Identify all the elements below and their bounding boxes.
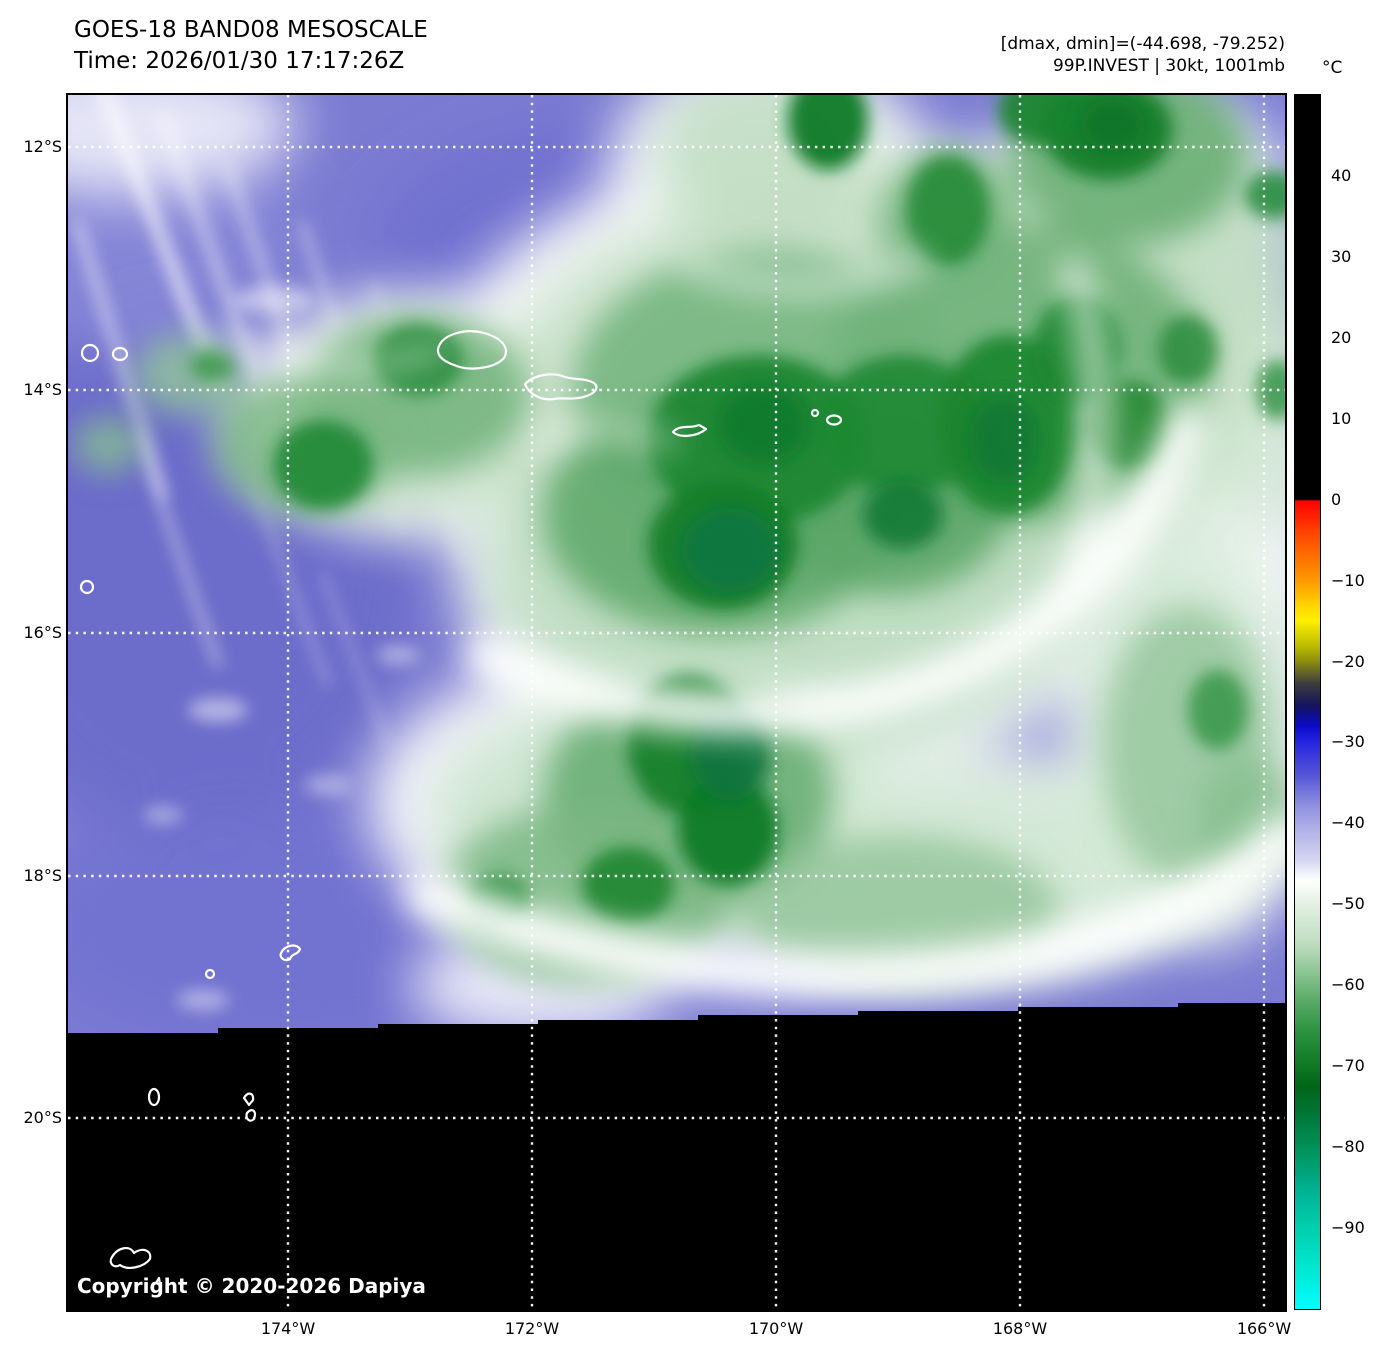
niuafoou-coastline [279, 944, 302, 962]
niue-islet [79, 579, 95, 595]
colorbar-tick-label: 40 [1331, 166, 1352, 185]
map-plot: Copyright © 2020-2026 Dapiya [66, 93, 1287, 1312]
colorbar-tick-label: −10 [1331, 571, 1365, 590]
colorbar-tick-label: 20 [1331, 328, 1352, 347]
futuna-islet [111, 346, 129, 362]
lat-axis-label: 12°S [23, 137, 62, 156]
vavau-coastline-2 [245, 1109, 256, 1122]
lon-axis-label: 168°W [992, 1319, 1048, 1338]
no-data-region [68, 1003, 1285, 1310]
colorbar-tick-label: −90 [1331, 1218, 1365, 1237]
figure-timestamp: Time: 2026/01/30 17:17:26Z [74, 48, 405, 74]
colorbar-tick-label: −50 [1331, 894, 1365, 913]
lat-axis-label: 18°S [23, 866, 62, 885]
vavau-coastline-1 [242, 1092, 255, 1107]
grid-lines [68, 95, 1285, 1310]
manua-islet-2 [825, 414, 843, 426]
small-cloud-puffs [143, 286, 420, 1010]
copyright-watermark: Copyright © 2020-2026 Dapiya [77, 1274, 426, 1298]
colorbar-tick-label: −70 [1331, 1056, 1365, 1075]
island-coastlines [79, 330, 843, 1286]
lat-axis-label: 14°S [23, 380, 62, 399]
lon-axis-label: 166°W [1236, 1319, 1292, 1338]
colorbar-tick-label: 0 [1331, 490, 1342, 509]
colorbar-tick-label: −80 [1331, 1137, 1365, 1156]
colorbar-tick-label: 10 [1331, 409, 1352, 428]
lon-axis-label: 174°W [260, 1319, 316, 1338]
dmax-dmin-readout: [dmax, dmin]=(-44.698, -79.252) [1000, 34, 1285, 54]
cirrus-patch [68, 95, 298, 195]
wallis-islet [80, 343, 100, 363]
white-cloud-bands [209, 252, 1285, 998]
lat-axis-label: 20°S [23, 1108, 62, 1127]
savaii-coastline [436, 330, 508, 370]
upolu-coastline [523, 373, 598, 401]
storm-readout: 99P.INVEST | 30kt, 1001mb [1052, 56, 1285, 76]
lon-axis-label: 172°W [504, 1319, 560, 1338]
tongatapu-coastline [109, 1247, 152, 1269]
colorbar [1294, 94, 1321, 1310]
colorbar-tick-label: 30 [1331, 247, 1352, 266]
tafahi-islet [204, 968, 216, 980]
colorbar-tick-label: −20 [1331, 652, 1365, 671]
satellite-scene [68, 95, 1285, 1310]
readout-block: [dmax, dmin]=(-44.698, -79.252) 99P.INVE… [1001, 33, 1285, 77]
tutuila-coastline [671, 423, 708, 437]
lon-axis-label: 170°W [748, 1319, 804, 1338]
eua-islet [154, 1276, 162, 1286]
colorbar-tick-label: −40 [1331, 813, 1365, 832]
lat-axis-label: 16°S [23, 623, 62, 642]
figure-title: GOES-18 BAND08 MESOSCALE [74, 17, 428, 43]
colorbar-tick-label: −30 [1331, 732, 1365, 751]
late-islet [147, 1087, 161, 1107]
colorbar-unit-label: °C [1322, 58, 1343, 78]
manua-islet-1 [810, 408, 820, 418]
colorbar-tick-label: −60 [1331, 975, 1365, 994]
